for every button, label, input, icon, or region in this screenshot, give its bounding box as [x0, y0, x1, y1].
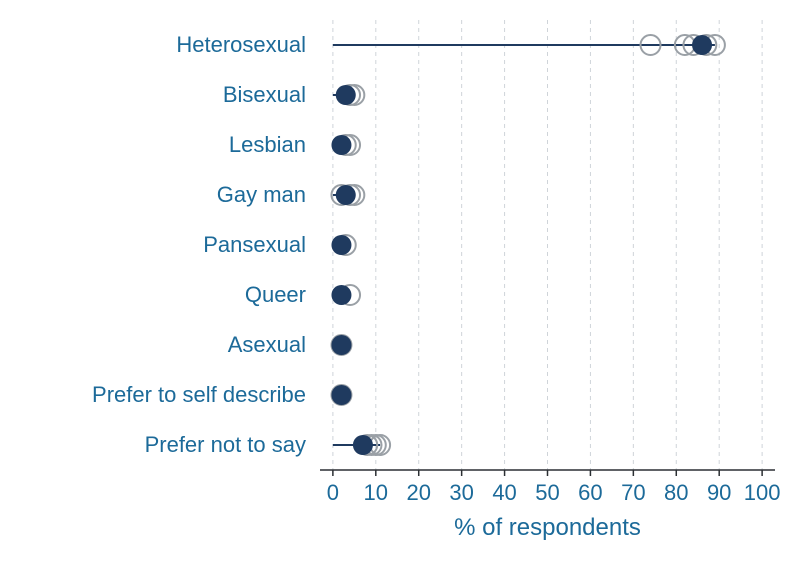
- x-tick-label: 30: [449, 480, 473, 506]
- category-label: Prefer not to say: [0, 432, 306, 458]
- x-tick-label: 20: [406, 480, 430, 506]
- x-tick-label: 40: [492, 480, 516, 506]
- x-tick-label: 100: [744, 480, 781, 506]
- category-label: Gay man: [0, 182, 306, 208]
- category-label: Lesbian: [0, 132, 306, 158]
- x-axis-label: % of respondents: [454, 514, 641, 542]
- category-label: Heterosexual: [0, 32, 306, 58]
- x-tick-label: 50: [535, 480, 559, 506]
- category-label: Asexual: [0, 332, 306, 358]
- chart-container: Heterosexual Bisexual Lesbian Gay man Pansex…: [0, 0, 800, 566]
- x-tick-label: 0: [327, 480, 339, 506]
- category-label: Prefer to self describe: [0, 382, 306, 408]
- x-tick-label: 10: [364, 480, 388, 506]
- x-tick-label: 60: [578, 480, 602, 506]
- labels-layer: Heterosexual Bisexual Lesbian Gay man Pansex…: [0, 0, 800, 566]
- category-label: Queer: [0, 282, 306, 308]
- x-tick-label: 70: [621, 480, 645, 506]
- category-label: Pansexual: [0, 232, 306, 258]
- category-label: Bisexual: [0, 82, 306, 108]
- x-tick-label: 90: [707, 480, 731, 506]
- x-tick-label: 80: [664, 480, 688, 506]
